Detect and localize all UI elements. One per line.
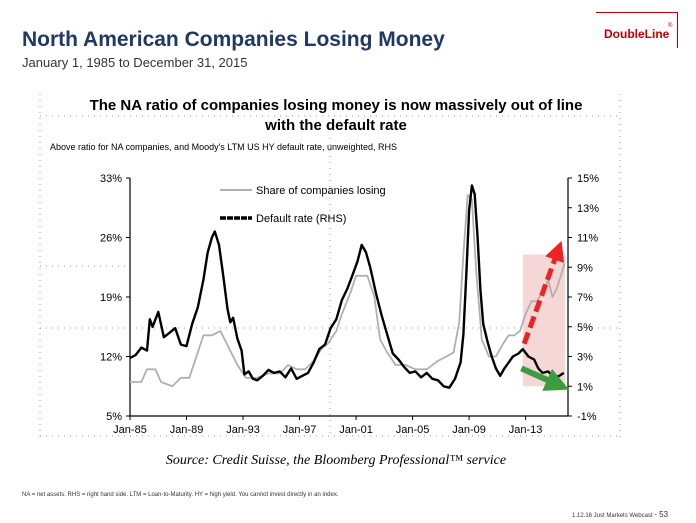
left-tick-label: 5% xyxy=(106,411,122,423)
right-tick-label: 1% xyxy=(577,381,593,393)
x-tick-label: Jan-01 xyxy=(339,424,373,436)
series-line-share-losing xyxy=(130,194,566,388)
footnote: NA = net assets. RHS = right hand side. … xyxy=(22,492,339,498)
right-tick-label: 15% xyxy=(577,173,599,185)
x-tick-label: Jan-93 xyxy=(226,424,260,436)
right-tick-label: 7% xyxy=(577,292,593,304)
left-tick-label: 26% xyxy=(100,233,122,245)
logo-text: DoubleLine xyxy=(604,27,670,41)
chart-title-line-1: The NA ratio of companies losing money i… xyxy=(90,97,583,114)
right-tick-label: -1% xyxy=(577,411,597,423)
chart-subtitle: Above ratio for NA companies, and Moody'… xyxy=(50,142,397,152)
x-tick-label: Jan-05 xyxy=(396,424,430,436)
highlight-box xyxy=(522,254,566,387)
legend-label-share-losing: Share of companies losing xyxy=(256,185,386,197)
left-tick-label: 33% xyxy=(100,173,122,185)
chart-svg: The NA ratio of companies losing money i… xyxy=(39,94,621,468)
page-title: North American Companies Losing Money xyxy=(22,28,445,51)
x-tick-label: Jan-85 xyxy=(113,424,147,436)
right-tick-label: 11% xyxy=(577,233,598,245)
x-tick-label: Jan-89 xyxy=(170,424,204,436)
legend-label-default-rate: Default rate (RHS) xyxy=(256,213,346,225)
right-tick-label: 13% xyxy=(577,203,599,215)
right-tick-label: 5% xyxy=(577,322,593,334)
series-line-default-rate xyxy=(129,184,565,389)
chart-title-line-2: with the default rate xyxy=(264,117,407,134)
x-tick-label: Jan-09 xyxy=(452,424,486,436)
green-down-arrow xyxy=(520,365,570,391)
right-tick-label: 3% xyxy=(577,352,593,364)
x-tick-label: Jan-97 xyxy=(283,424,317,436)
page-footer: 1.12.16 Just Markets Webcast - 53 xyxy=(572,510,668,519)
left-tick-label: 12% xyxy=(100,352,122,364)
logo-border xyxy=(596,12,678,48)
chart-source: Source: Credit Suisse, the Bloomberg Pro… xyxy=(166,453,506,468)
doubleline-logo: DoubleLine ® xyxy=(596,12,678,48)
right-tick-label: 9% xyxy=(577,262,593,274)
left-tick-label: 19% xyxy=(100,292,122,304)
webcast-label: 1.12.16 Just Markets Webcast xyxy=(572,513,653,519)
page-subtitle: January 1, 1985 to December 31, 2015 xyxy=(22,55,248,70)
x-tick-label: Jan-13 xyxy=(509,424,543,436)
page-number: - 53 xyxy=(654,510,669,519)
logo-registered-mark: ® xyxy=(668,23,673,29)
chart: The NA ratio of companies losing money i… xyxy=(34,90,626,472)
